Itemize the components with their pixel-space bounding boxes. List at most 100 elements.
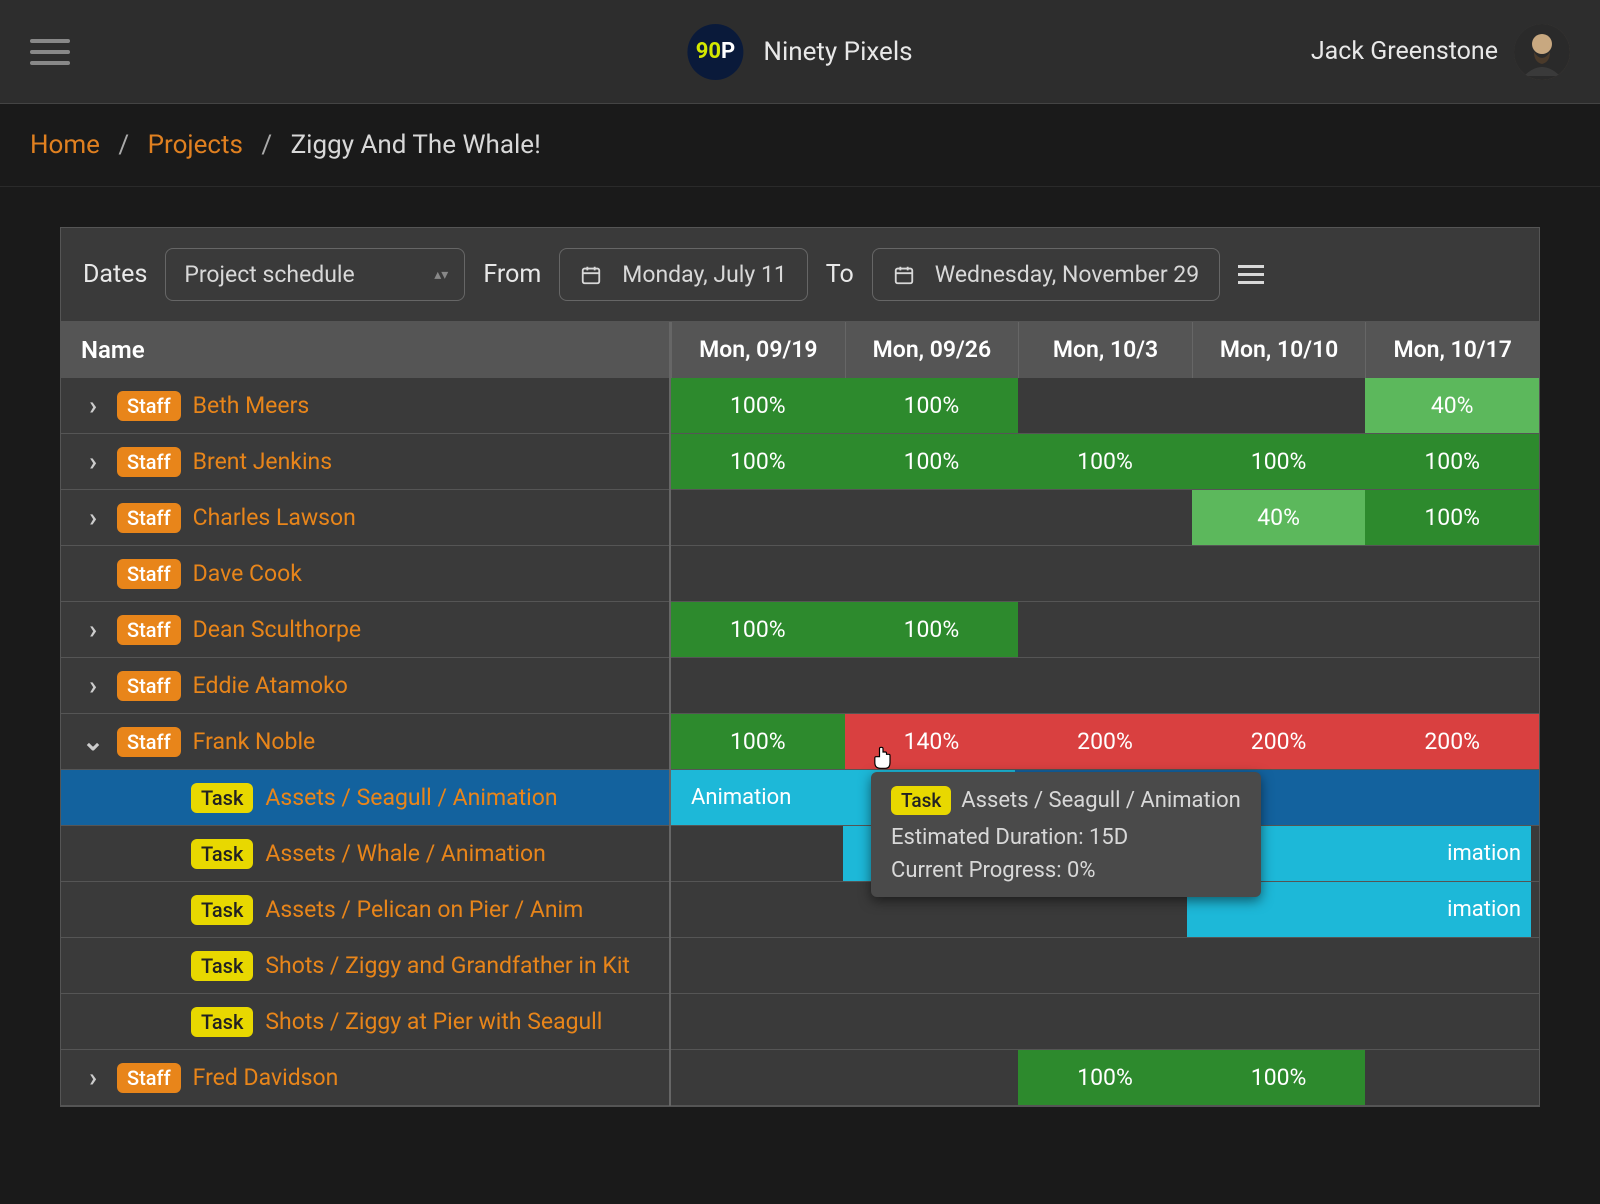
to-label: To	[826, 260, 854, 289]
menu-icon[interactable]	[30, 32, 70, 72]
allocation-cell	[1018, 546, 1192, 601]
chevron-right-icon[interactable]: ›	[81, 671, 105, 701]
staff-row-name[interactable]: ›StaffCharles Lawson	[61, 490, 669, 546]
allocation-cell	[1192, 378, 1366, 433]
user-name: Jack Greenstone	[1311, 37, 1498, 66]
chevron-right-icon[interactable]: ›	[81, 615, 105, 645]
chevron-right-icon[interactable]: ›	[81, 503, 105, 533]
chevron-down-icon[interactable]: ⌄	[81, 727, 105, 757]
tooltip-duration: Estimated Duration: 15D	[891, 825, 1241, 850]
staff-row-name[interactable]: Staff Dave Cook	[61, 546, 669, 602]
allocation-cell	[671, 1050, 845, 1105]
options-icon[interactable]	[1238, 260, 1264, 289]
person-name[interactable]: Eddie Atamoko	[193, 672, 348, 699]
allocation-cell	[671, 490, 845, 545]
staff-badge: Staff	[117, 447, 181, 477]
task-badge: Task	[191, 839, 253, 869]
dates-label: Dates	[83, 260, 147, 289]
task-row-name[interactable]: Task Assets / Pelican on Pier / Anim	[61, 882, 669, 938]
percentage-value: 40%	[1192, 490, 1366, 545]
allocation-cell	[845, 1050, 1019, 1105]
from-date-picker[interactable]: Monday, July 11	[559, 248, 808, 301]
staff-row-name[interactable]: › Staff Beth Meers	[61, 378, 669, 434]
allocation-cell: 100%	[671, 714, 845, 769]
percentage-value: 100%	[671, 378, 845, 433]
allocation-cell	[1192, 602, 1366, 657]
task-name[interactable]: Shots / Ziggy at Pier with Seagull	[265, 1008, 602, 1035]
person-name[interactable]: Dean Sculthorpe	[193, 616, 361, 643]
person-name[interactable]: Brent Jenkins	[193, 448, 332, 475]
task-row-name[interactable]: Task Assets / Whale / Animation	[61, 826, 669, 882]
timeline-row: 40%100%	[671, 490, 1539, 546]
person-name[interactable]: Beth Meers	[193, 392, 310, 419]
percentage-value: 40%	[1365, 378, 1539, 433]
percentage-value: 200%	[1018, 714, 1192, 769]
person-name[interactable]: Dave Cook	[193, 560, 302, 587]
allocation-cell	[845, 658, 1019, 713]
staff-badge: Staff	[117, 559, 181, 589]
allocation-cell	[1192, 938, 1366, 993]
schedule-select[interactable]: Project schedule ▴▾	[165, 248, 465, 301]
allocation-cell: 140%	[845, 714, 1019, 769]
allocation-cell	[1365, 994, 1539, 1049]
allocation-cell: 200%	[1018, 714, 1192, 769]
person-name[interactable]: Charles Lawson	[193, 504, 356, 531]
task-badge: Task	[191, 783, 253, 813]
task-row-name[interactable]: Task Shots / Ziggy at Pier with Seagull	[61, 994, 669, 1050]
schedule-panel: Dates Project schedule ▴▾ From Monday, J…	[60, 227, 1540, 1107]
task-name[interactable]: Assets / Whale / Animation	[265, 840, 545, 867]
task-badge: Task	[191, 895, 253, 925]
percentage-value: 200%	[1192, 714, 1366, 769]
timeline-row: 100%100%	[671, 602, 1539, 658]
allocation-cell: 100%	[1192, 434, 1366, 489]
tooltip-progress: Current Progress: 0%	[891, 858, 1241, 883]
task-badge: Task	[191, 1007, 253, 1037]
tooltip-title: Assets / Seagull / Animation	[961, 788, 1241, 813]
allocation-cell	[671, 938, 845, 993]
task-name[interactable]: Assets / Seagull / Animation	[265, 784, 557, 811]
task-name[interactable]: Assets / Pelican on Pier / Anim	[265, 896, 583, 923]
timeline-row: 100%100%	[671, 1050, 1539, 1106]
to-date-picker[interactable]: Wednesday, November 29	[872, 248, 1220, 301]
allocation-cell: 40%	[1192, 490, 1366, 545]
staff-row-name[interactable]: › Staff Dean Sculthorpe	[61, 602, 669, 658]
allocation-cell	[1018, 938, 1192, 993]
brand: 90P Ninety Pixels	[687, 24, 912, 80]
chevron-right-icon[interactable]: ›	[81, 447, 105, 477]
breadcrumb-projects[interactable]: Projects	[148, 130, 243, 160]
chevron-right-icon[interactable]: ›	[81, 1063, 105, 1093]
allocation-cell	[1192, 546, 1366, 601]
breadcrumb: Home / Projects / Ziggy And The Whale!	[0, 104, 1600, 187]
task-row-name[interactable]: Task Assets / Seagull / Animation	[61, 770, 669, 826]
allocation-cell	[1365, 602, 1539, 657]
timeline-row	[671, 994, 1539, 1050]
allocation-cell: 100%	[1018, 434, 1192, 489]
avatar[interactable]	[1514, 24, 1570, 80]
staff-row-name[interactable]: › Staff Brent Jenkins	[61, 434, 669, 490]
chevron-right-icon[interactable]: ›	[81, 391, 105, 421]
breadcrumb-home[interactable]: Home	[30, 130, 100, 160]
person-name[interactable]: Frank Noble	[193, 728, 316, 755]
task-row-name[interactable]: TaskShots / Ziggy and Grandfather in Kit	[61, 938, 669, 994]
allocation-cell	[671, 658, 845, 713]
staff-row-name[interactable]: › Staff Eddie Atamoko	[61, 658, 669, 714]
staff-badge: Staff	[117, 615, 181, 645]
column-header-name: Name	[61, 322, 165, 378]
percentage-value: 100%	[1365, 434, 1539, 489]
allocation-cell	[1018, 602, 1192, 657]
user-menu[interactable]: Jack Greenstone	[1311, 24, 1570, 80]
column-header-date: Mon, 09/19	[671, 322, 845, 378]
staff-row-name[interactable]: ›StaffFred Davidson	[61, 1050, 669, 1106]
allocation-cell	[845, 490, 1019, 545]
staff-badge: Staff	[117, 391, 181, 421]
allocation-cell	[1192, 994, 1366, 1049]
staff-badge: Staff	[117, 671, 181, 701]
percentage-value: 100%	[671, 602, 845, 657]
person-name[interactable]: Fred Davidson	[193, 1064, 339, 1091]
allocation-cell	[1018, 378, 1192, 433]
allocation-cell	[671, 546, 845, 601]
allocation-cell	[1018, 658, 1192, 713]
task-name[interactable]: Shots / Ziggy and Grandfather in Kit	[265, 952, 630, 979]
brand-name: Ninety Pixels	[763, 37, 912, 67]
staff-row-name[interactable]: ⌄StaffFrank Noble	[61, 714, 669, 770]
